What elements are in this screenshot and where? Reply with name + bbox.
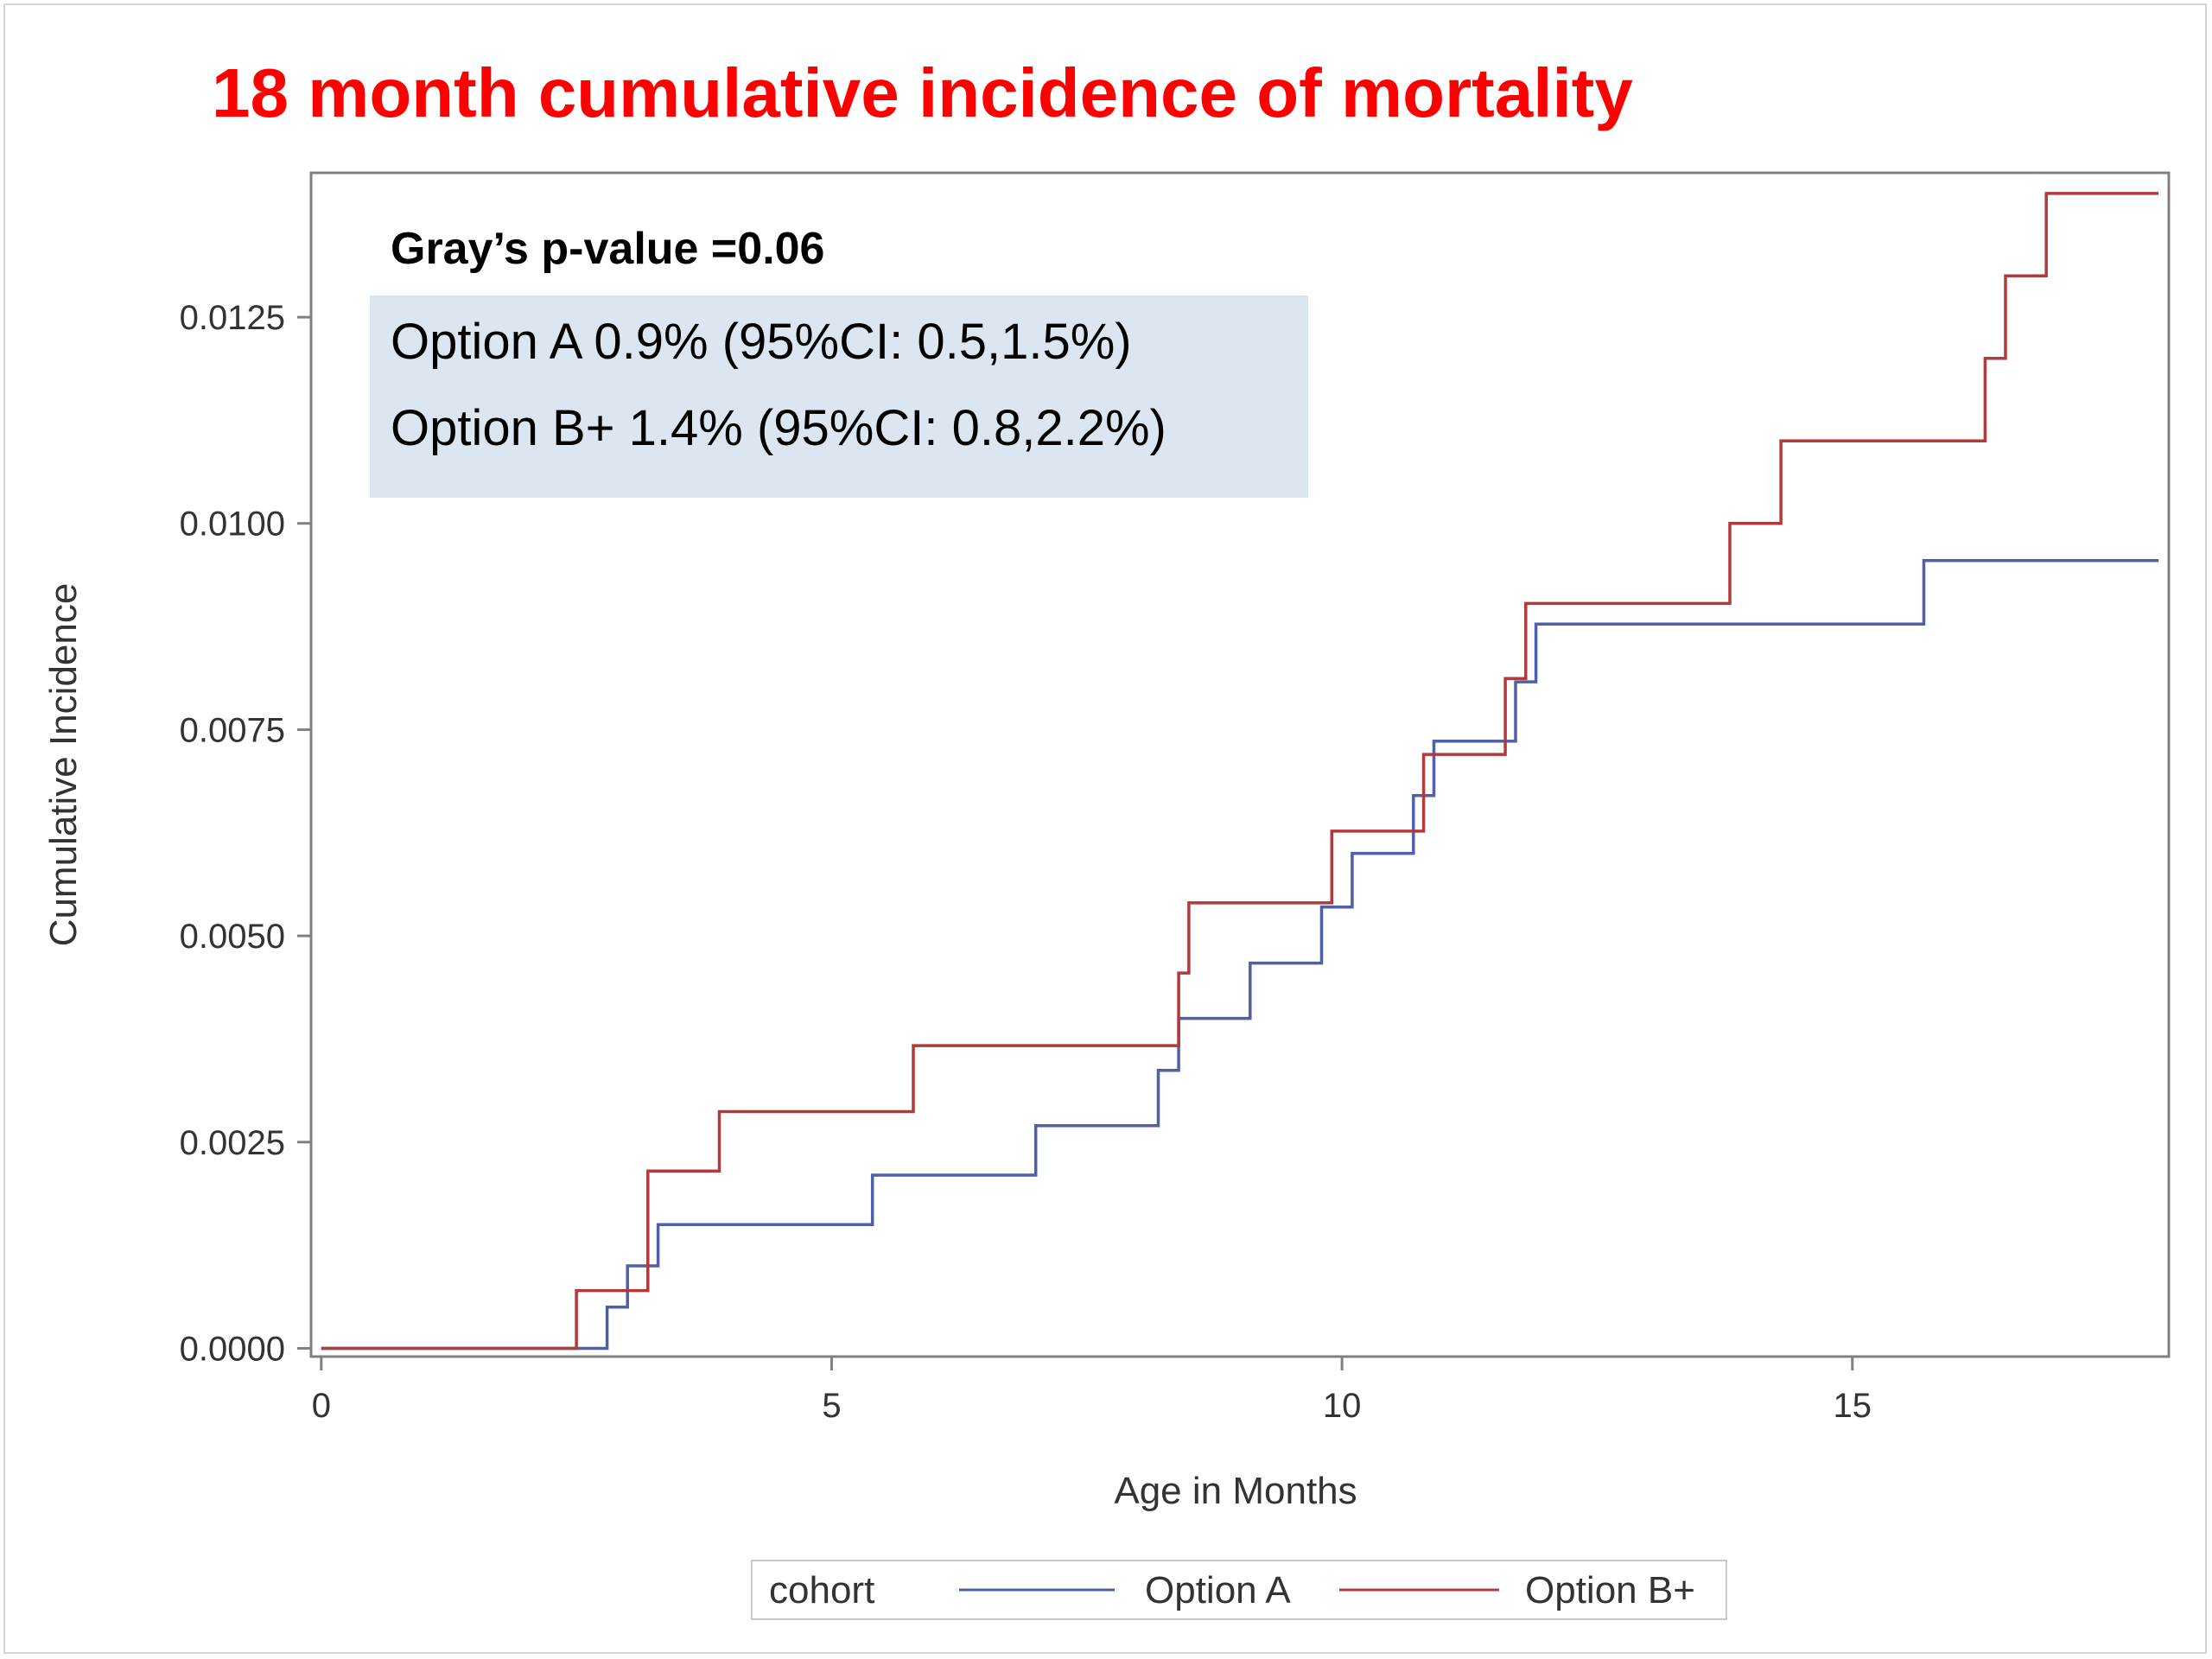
legend-title: cohort [769,1569,874,1611]
y-tick-label: 0.0000 [180,1330,285,1368]
option-a-estimate: Option A 0.9% (95%CI: 0.5,1.5%) [391,314,1132,370]
y-tick-label: 0.0100 [180,505,285,543]
legend-label-option-a: Option A [1145,1569,1291,1611]
x-tick-label: 5 [822,1387,841,1425]
x-tick-label: 10 [1323,1387,1362,1425]
x-tick-label: 0 [312,1387,331,1425]
option-b-estimate: Option B+ 1.4% (95%CI: 0.8,2.2%) [391,400,1166,456]
legend: cohort Option A Option B+ [751,1560,1727,1620]
y-tick-label: 0.0125 [180,299,285,337]
legend-label-option-b: Option B+ [1525,1569,1695,1611]
y-axis: 0.0000 0.0025 0.0050 0.0075 0.0100 0.0125 [180,299,311,1368]
y-tick-label: 0.0075 [180,711,285,749]
slide-frame [3,3,2207,1654]
p-value-annotation: Gray’s p-value =0.06 [391,224,824,274]
y-axis-title: Cumulative Incidence [42,583,85,947]
series-line-option-a [321,558,2159,1351]
legend-box [751,1560,1727,1620]
x-axis: 0 5 10 15 [312,1357,1872,1425]
x-axis-title: Age in Months [1114,1470,1357,1512]
series-layer [321,192,2159,1351]
chart-title: 18 month cumulative incidence of mortali… [212,54,1633,131]
y-tick-label: 0.0050 [180,918,285,956]
series-line-option-b [321,192,2159,1351]
x-tick-label: 15 [1834,1387,1872,1425]
y-tick-label: 0.0025 [180,1124,285,1162]
annotation-box [370,296,1308,498]
